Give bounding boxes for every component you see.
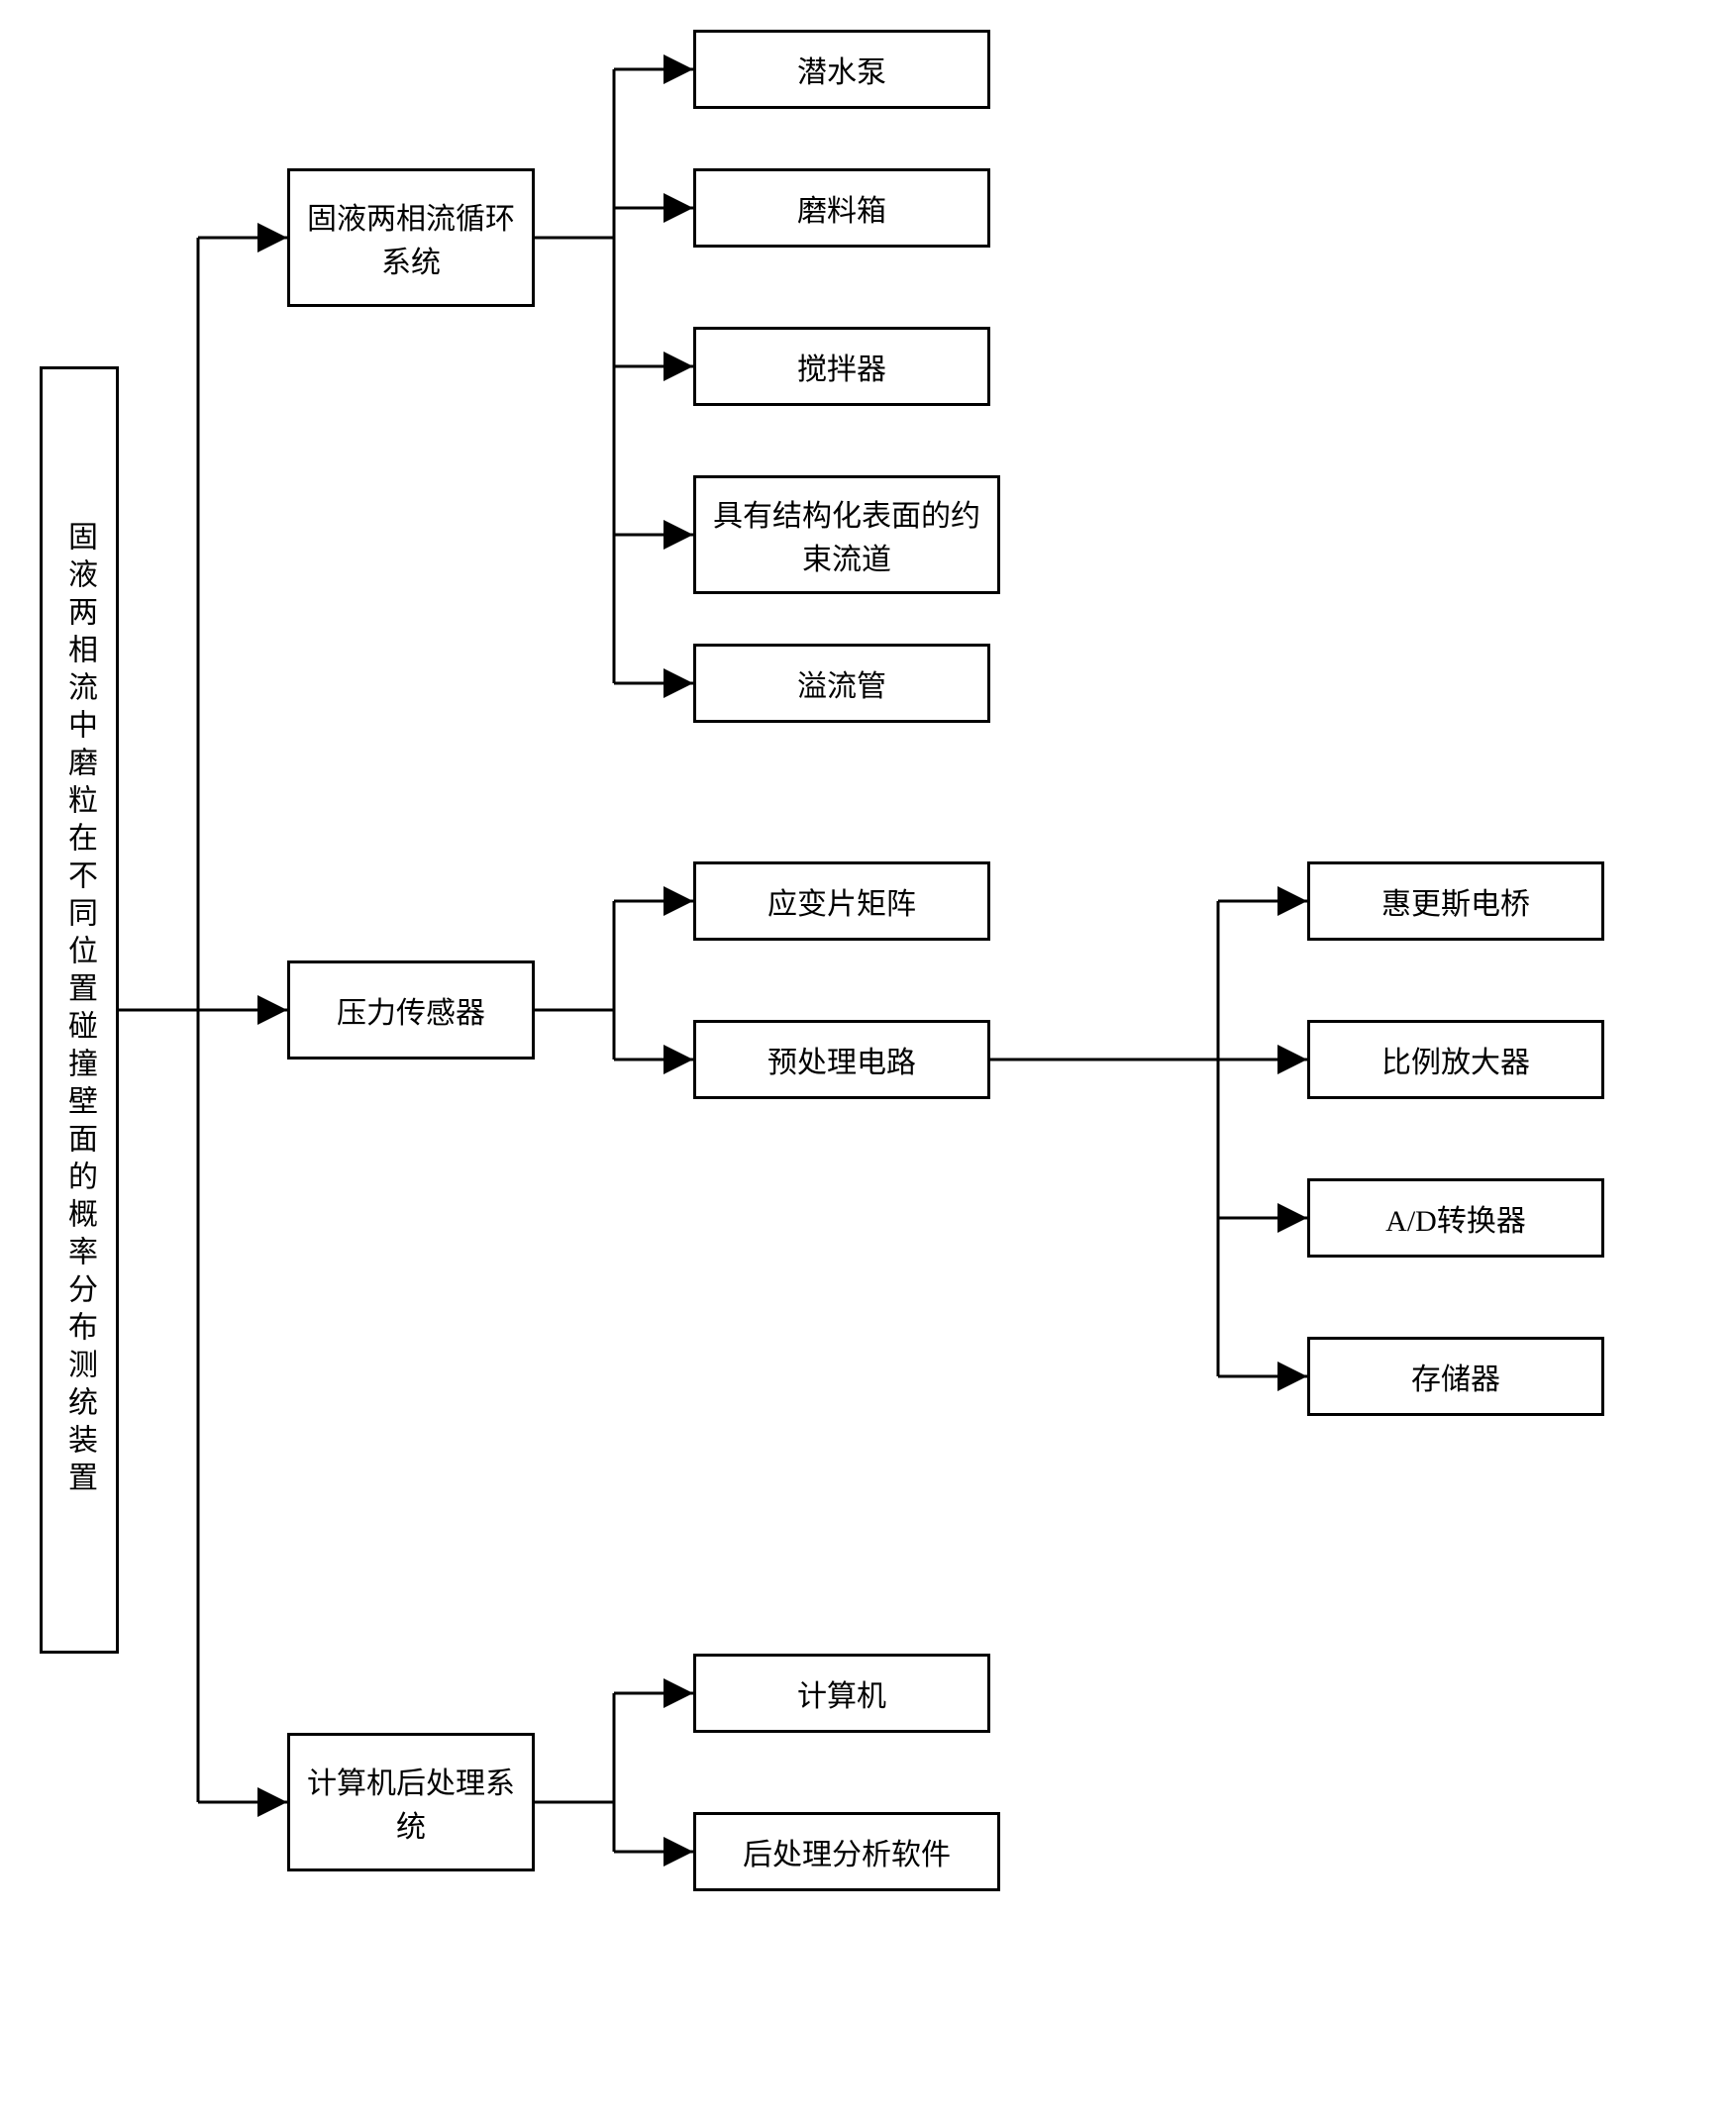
- connectors: [0, 0, 1736, 2120]
